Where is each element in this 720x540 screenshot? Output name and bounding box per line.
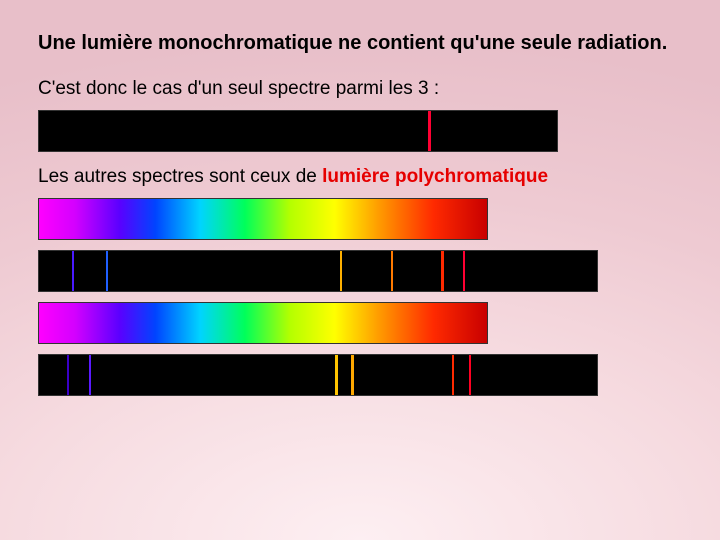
spectral-line [106, 251, 108, 291]
spectral-line [452, 355, 454, 395]
spectral-line [340, 251, 342, 291]
spectral-line [428, 111, 431, 151]
spectrum-emission-1 [38, 250, 598, 292]
spectrum-continuous-2 [38, 302, 488, 344]
spectrum-continuous-1 [38, 198, 488, 240]
spectral-line [89, 355, 91, 395]
spectral-line [72, 251, 74, 291]
spectral-line [67, 355, 69, 395]
intro-poly: Les autres spectres sont ceux de lumière… [38, 166, 682, 188]
intro-mono: C'est donc le cas d'un seul spectre parm… [38, 78, 682, 100]
spectrum-monochromatic [38, 110, 558, 152]
intro-poly-highlight: lumière polychromatique [322, 166, 548, 187]
spectral-line [351, 355, 354, 395]
spectral-line [335, 355, 338, 395]
intro-poly-text: Les autres spectres sont ceux de [38, 166, 322, 187]
spectral-line [463, 251, 465, 291]
heading-monochromatic: Une lumière monochromatique ne contient … [38, 30, 682, 56]
spectral-line [391, 251, 393, 291]
spectrum-emission-2 [38, 354, 598, 396]
spectral-line [469, 355, 471, 395]
spectral-line [441, 251, 444, 291]
